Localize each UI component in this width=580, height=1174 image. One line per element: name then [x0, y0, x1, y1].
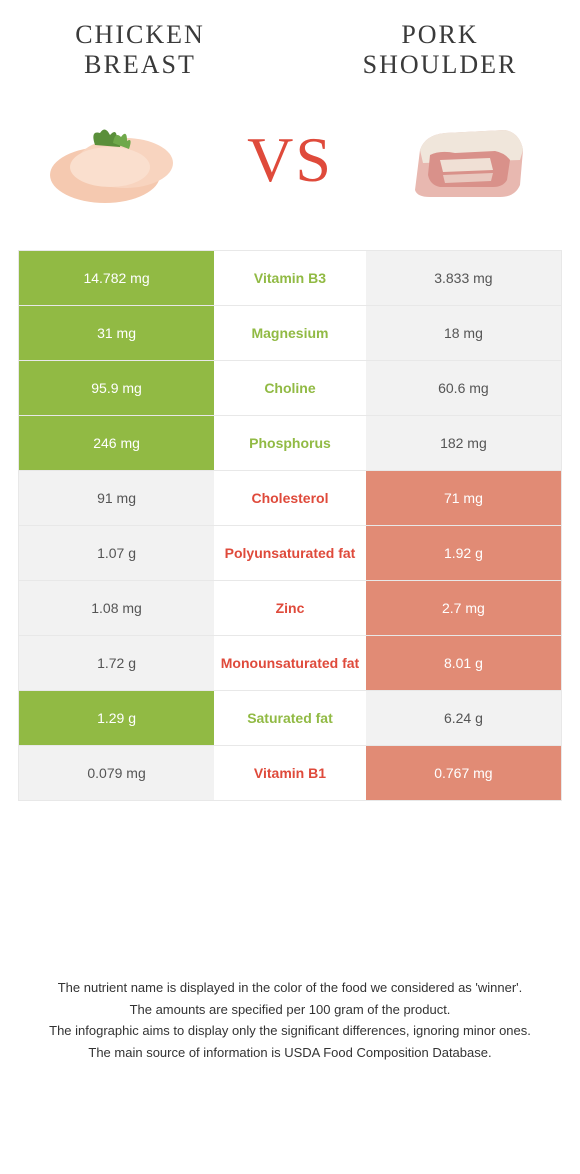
footer-line: The main source of information is USDA F…	[40, 1043, 540, 1063]
right-value-cell: 71 mg	[366, 471, 561, 525]
nutrient-label: Zinc	[276, 600, 305, 616]
footer-notes: The nutrient name is displayed in the co…	[0, 978, 580, 1064]
nutrient-label: Magnesium	[251, 325, 328, 341]
nutrient-cell: Magnesium	[214, 306, 366, 360]
right-value-cell: 6.24 g	[366, 691, 561, 745]
header: CHICKEN BREAST PORK SHOULDER	[0, 0, 580, 80]
table-row: 1.07 g Polyunsaturated fat 1.92 g	[19, 525, 561, 580]
left-value-cell: 31 mg	[19, 306, 214, 360]
right-value-cell: 3.833 mg	[366, 251, 561, 305]
left-value-cell: 1.08 mg	[19, 581, 214, 635]
table-row: 246 mg Phosphorus 182 mg	[19, 415, 561, 470]
left-food-title: CHICKEN BREAST	[40, 20, 240, 80]
vs-label: VS	[247, 123, 333, 197]
left-value-cell: 246 mg	[19, 416, 214, 470]
nutrient-label: Vitamin B3	[254, 270, 326, 286]
nutrient-cell: Monounsaturated fat	[214, 636, 366, 690]
table-row: 1.29 g Saturated fat 6.24 g	[19, 690, 561, 745]
table-row: 91 mg Cholesterol 71 mg	[19, 470, 561, 525]
nutrient-label: Saturated fat	[247, 710, 333, 726]
nutrient-cell: Phosphorus	[214, 416, 366, 470]
nutrient-cell: Zinc	[214, 581, 366, 635]
footer-line: The nutrient name is displayed in the co…	[40, 978, 540, 998]
pork-shoulder-image	[380, 100, 550, 220]
nutrient-cell: Choline	[214, 361, 366, 415]
nutrient-cell: Saturated fat	[214, 691, 366, 745]
right-value-cell: 182 mg	[366, 416, 561, 470]
nutrient-label: Monounsaturated fat	[221, 655, 359, 671]
table-row: 0.079 mg Vitamin B1 0.767 mg	[19, 745, 561, 800]
right-value-cell: 8.01 g	[366, 636, 561, 690]
left-value-cell: 1.72 g	[19, 636, 214, 690]
nutrient-cell: Vitamin B1	[214, 746, 366, 800]
chicken-breast-image	[30, 100, 200, 220]
left-value-cell: 0.079 mg	[19, 746, 214, 800]
table-row: 95.9 mg Choline 60.6 mg	[19, 360, 561, 415]
nutrient-cell: Polyunsaturated fat	[214, 526, 366, 580]
nutrient-label: Cholesterol	[251, 490, 328, 506]
table-row: 1.72 g Monounsaturated fat 8.01 g	[19, 635, 561, 690]
nutrient-label: Phosphorus	[249, 435, 331, 451]
table-row: 31 mg Magnesium 18 mg	[19, 305, 561, 360]
right-value-cell: 18 mg	[366, 306, 561, 360]
table-row: 14.782 mg Vitamin B3 3.833 mg	[19, 250, 561, 305]
left-value-cell: 91 mg	[19, 471, 214, 525]
nutrient-cell: Vitamin B3	[214, 251, 366, 305]
right-value-cell: 2.7 mg	[366, 581, 561, 635]
right-value-cell: 60.6 mg	[366, 361, 561, 415]
left-value-cell: 1.07 g	[19, 526, 214, 580]
footer-line: The amounts are specified per 100 gram o…	[40, 1000, 540, 1020]
right-food-title: PORK SHOULDER	[340, 20, 540, 80]
right-value-cell: 0.767 mg	[366, 746, 561, 800]
nutrient-label: Choline	[264, 380, 315, 396]
right-value-cell: 1.92 g	[366, 526, 561, 580]
left-value-cell: 1.29 g	[19, 691, 214, 745]
left-value-cell: 95.9 mg	[19, 361, 214, 415]
comparison-table: 14.782 mg Vitamin B3 3.833 mg 31 mg Magnesiu…	[18, 250, 562, 801]
left-value-cell: 14.782 mg	[19, 251, 214, 305]
nutrient-cell: Cholesterol	[214, 471, 366, 525]
nutrient-label: Polyunsaturated fat	[225, 545, 356, 561]
images-row: VS	[0, 80, 580, 250]
table-row: 1.08 mg Zinc 2.7 mg	[19, 580, 561, 635]
footer-line: The infographic aims to display only the…	[40, 1021, 540, 1041]
nutrient-label: Vitamin B1	[254, 765, 326, 781]
